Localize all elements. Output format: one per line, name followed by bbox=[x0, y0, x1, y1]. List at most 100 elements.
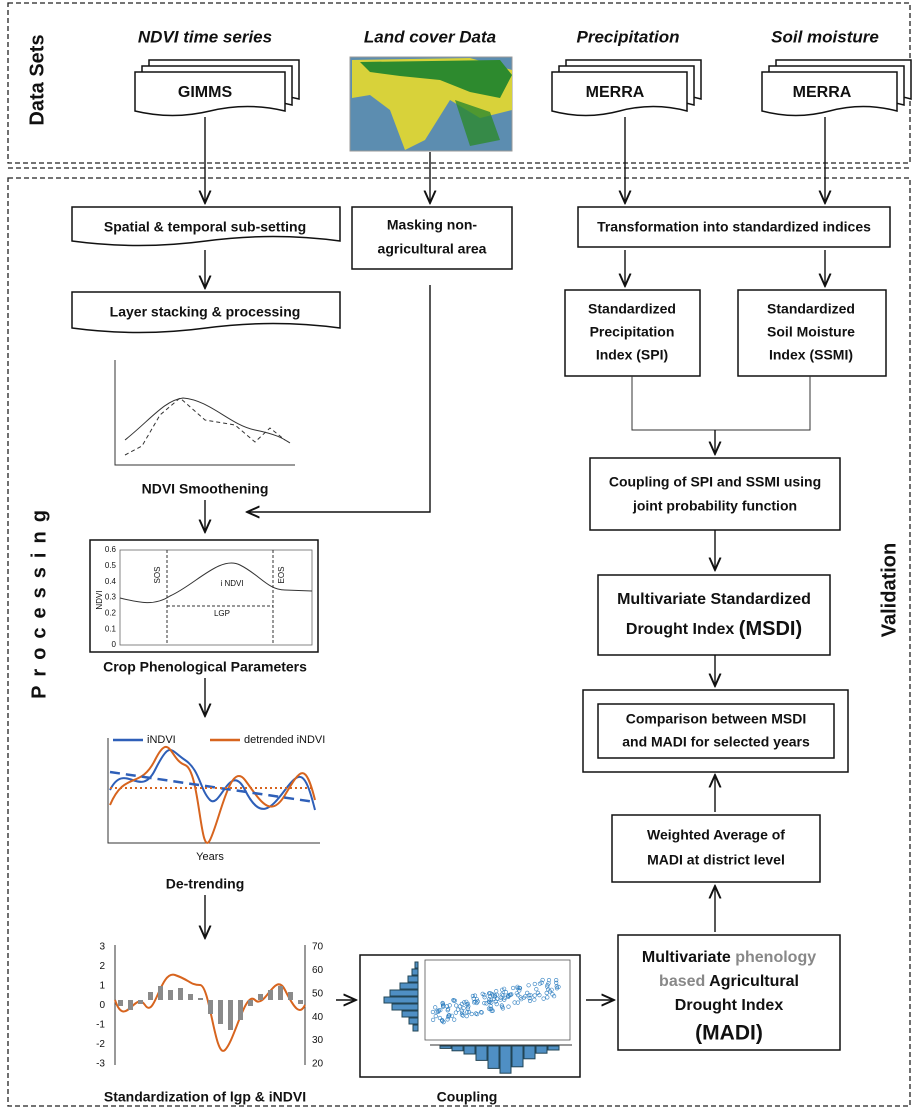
step-label: Precipitation bbox=[590, 324, 675, 340]
section-label: Processing bbox=[28, 501, 50, 699]
step-label: De-trending bbox=[166, 876, 245, 892]
step-label: based Agricultural bbox=[659, 973, 799, 990]
step-label: NDVI Smoothening bbox=[142, 481, 269, 497]
step-label: Crop Phenological Parameters bbox=[103, 659, 307, 675]
decor-bar bbox=[158, 986, 163, 1000]
decor-bar bbox=[412, 969, 418, 975]
decor-bar bbox=[248, 1000, 253, 1006]
tick-label: 0 bbox=[112, 640, 117, 649]
step-label: Spatial & temporal sub-setting bbox=[104, 219, 306, 235]
decor-bar bbox=[228, 1000, 233, 1030]
decor-bar bbox=[392, 1004, 418, 1010]
decor-bar bbox=[536, 1046, 547, 1053]
decor-bar bbox=[440, 1046, 451, 1048]
coupling-figure bbox=[360, 955, 580, 1077]
decor-bar bbox=[238, 1000, 243, 1020]
decor-bar bbox=[384, 997, 418, 1003]
chart-annotation: i NDVI bbox=[220, 579, 243, 588]
text-part: Multivariate bbox=[642, 949, 735, 966]
process-box bbox=[612, 815, 820, 882]
decor-bar bbox=[464, 1046, 475, 1054]
decor-bar bbox=[488, 1046, 499, 1068]
page: Drought index workflow {"sections": {"da… bbox=[0, 0, 916, 1112]
text-part: based bbox=[659, 973, 705, 990]
decor-bar bbox=[188, 994, 193, 1000]
decor-bar bbox=[138, 1000, 143, 1004]
decor-bar bbox=[409, 1018, 418, 1024]
decor-bar bbox=[218, 1000, 223, 1024]
decor-bar bbox=[500, 1046, 511, 1073]
step-label: Multivariate Standardized bbox=[617, 591, 811, 608]
tick-label: 0.3 bbox=[105, 593, 117, 602]
connector bbox=[632, 376, 810, 430]
source-label: GIMMS bbox=[178, 84, 233, 101]
decor-bar bbox=[128, 1000, 133, 1010]
tick-label: 50 bbox=[312, 988, 324, 999]
decor-bar bbox=[148, 992, 153, 1000]
input-heading: Land cover Data bbox=[364, 27, 496, 46]
decor-bar bbox=[548, 1046, 559, 1050]
axis-label: NDVI bbox=[95, 590, 104, 609]
tick-label: 2 bbox=[99, 961, 105, 972]
land-cover-map bbox=[350, 57, 512, 151]
phenology-chart bbox=[90, 540, 318, 652]
step-label: Layer stacking & processing bbox=[110, 304, 301, 320]
decor-bar bbox=[415, 962, 418, 968]
tick-label: 40 bbox=[312, 1012, 324, 1023]
decor-bar bbox=[452, 1046, 463, 1051]
step-label: MADI at district level bbox=[647, 852, 785, 868]
step-label: agricultural area bbox=[378, 241, 487, 257]
step-label: Index (SSMI) bbox=[769, 347, 853, 363]
tick-label: 60 bbox=[312, 965, 324, 976]
step-label: Standardized bbox=[588, 301, 676, 317]
legend-label: iNDVI bbox=[147, 734, 176, 746]
tick-label: -3 bbox=[96, 1059, 105, 1070]
step-label: Drought Index (MSDI) bbox=[626, 618, 802, 640]
input-heading: Precipitation bbox=[577, 27, 680, 46]
step-label: Coupling bbox=[437, 1089, 498, 1105]
chart-annotation: LGP bbox=[214, 609, 230, 618]
decor-bar bbox=[288, 992, 293, 1000]
tick-label: 1 bbox=[99, 981, 105, 992]
tick-label: 0.5 bbox=[105, 561, 117, 570]
decor-bar bbox=[198, 998, 203, 1000]
source-label: MERRA bbox=[793, 84, 852, 101]
standardization-chart bbox=[115, 945, 305, 1065]
step-label: Standardization of lgp & iNDVI bbox=[104, 1089, 306, 1105]
axis-label: Years bbox=[196, 851, 224, 863]
step-label: and MADI for selected years bbox=[622, 734, 810, 750]
tick-label: 0.4 bbox=[105, 577, 117, 586]
step-label: Standardized bbox=[767, 301, 855, 317]
decor-bar bbox=[178, 988, 183, 1000]
text-part: phenology bbox=[735, 949, 816, 966]
decor-bar bbox=[298, 1000, 303, 1004]
decor-bar bbox=[512, 1046, 523, 1067]
step-label: (MADI) bbox=[695, 1022, 763, 1045]
tick-label: 30 bbox=[312, 1035, 324, 1046]
input-heading: Soil moisture bbox=[771, 27, 879, 46]
text-part: (MSDI) bbox=[739, 618, 802, 640]
step-label: Index (SPI) bbox=[596, 347, 668, 363]
step-label: Masking non- bbox=[387, 217, 478, 233]
decor-bar bbox=[268, 990, 273, 1000]
decor-bar bbox=[390, 990, 418, 996]
tick-label: 70 bbox=[312, 942, 324, 953]
process-box bbox=[598, 575, 830, 655]
decor-bar bbox=[278, 986, 283, 1000]
section-label: Data Sets bbox=[26, 34, 48, 125]
decor-bar bbox=[476, 1046, 487, 1060]
decor-bar bbox=[524, 1046, 535, 1059]
tick-label: 0.1 bbox=[105, 624, 117, 633]
step-label: Multivariate phenology bbox=[642, 949, 816, 966]
section-label: Validation bbox=[878, 543, 900, 637]
body: Data Sets Processing Validation NDVI tim… bbox=[0, 0, 916, 1112]
chart-annotation: EOS bbox=[277, 567, 286, 584]
tick-label: 0.6 bbox=[105, 545, 117, 554]
step-label: Soil Moisture bbox=[767, 324, 855, 340]
step-label: Transformation into standardized indices bbox=[597, 219, 871, 235]
tick-label: 20 bbox=[312, 1059, 324, 1070]
step-label: Comparison between MSDI bbox=[626, 711, 806, 727]
decor-bar bbox=[400, 983, 418, 989]
decor-bar bbox=[408, 976, 418, 982]
tick-label: 0.2 bbox=[105, 608, 117, 617]
